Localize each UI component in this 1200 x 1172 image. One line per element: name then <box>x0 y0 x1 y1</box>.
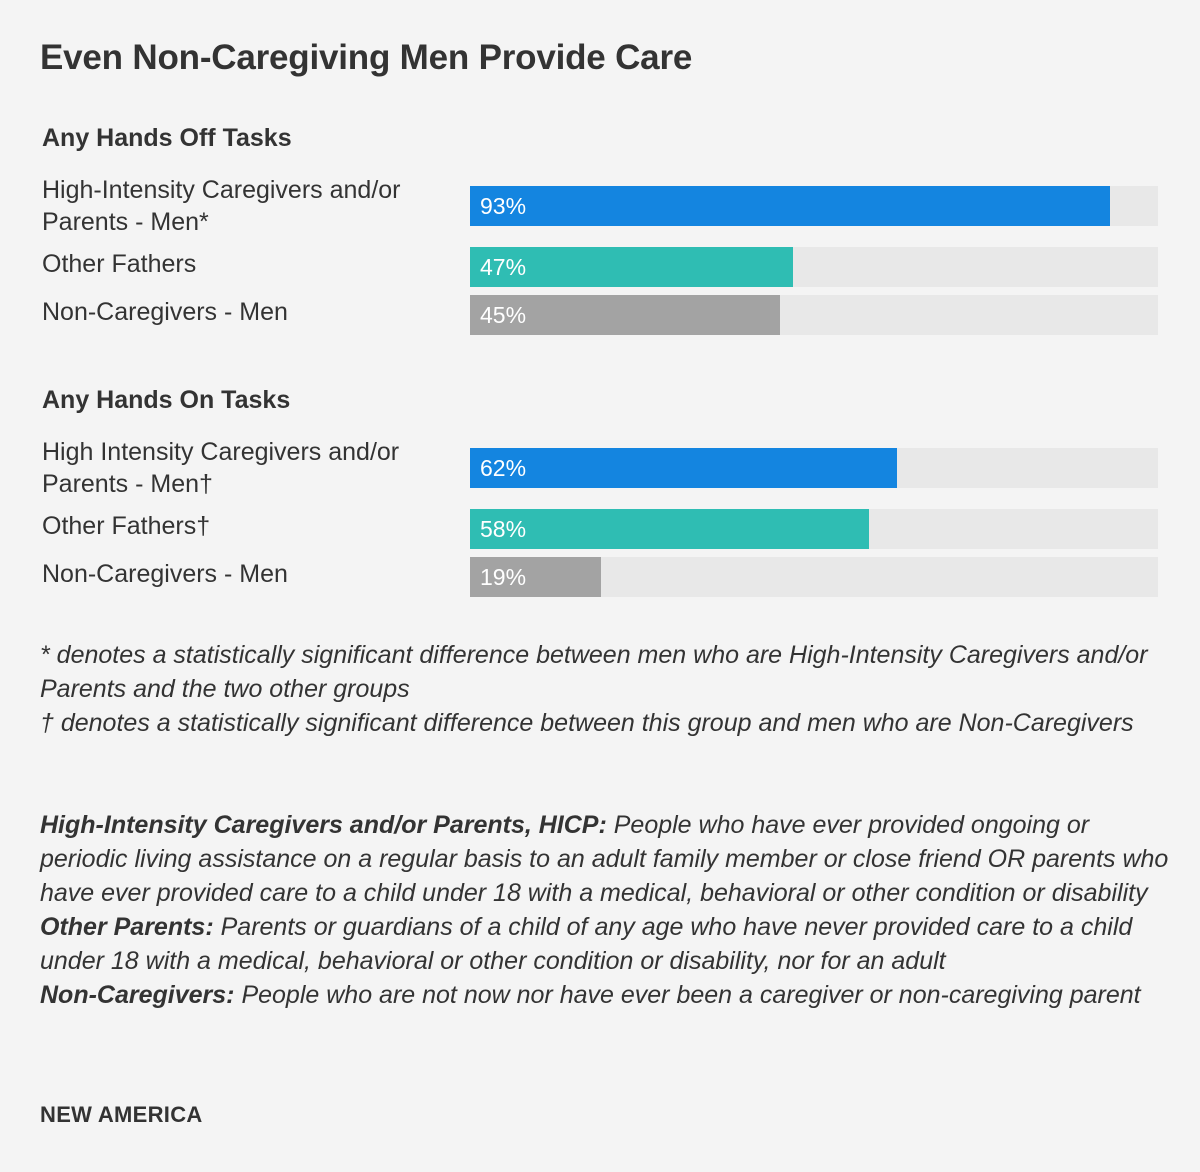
bar <box>470 295 780 335</box>
definition: High-Intensity Caregivers and/or Parents… <box>40 808 1170 910</box>
group-hands-off: Any Hands Off Tasks High-Intensity Careg… <box>42 124 1158 344</box>
group-title: Any Hands On Tasks <box>42 386 291 414</box>
bar-label: Non-Caregivers - Men <box>42 560 288 588</box>
bar-label: High-Intensity Caregivers and/or Parents… <box>42 176 401 236</box>
bar-value-label: 93% <box>480 193 527 219</box>
group-title: Any Hands Off Tasks <box>42 124 292 152</box>
footnotes: * denotes a statistically significant di… <box>40 638 1170 740</box>
bar-row: Other Fathers† 58% <box>42 509 1158 550</box>
definition-text: People who have ever provided ongoing or… <box>40 811 1169 907</box>
definition-text: Parents or guardians of a child of any a… <box>40 913 1133 975</box>
group-hands-on: Any Hands On Tasks High Intensity Caregi… <box>42 386 1158 606</box>
bar-track: 45% <box>470 295 1158 335</box>
definition: Non-Caregivers: People who are not now n… <box>40 978 1170 1012</box>
bar-track: 58% <box>470 509 1158 549</box>
definitions: High-Intensity Caregivers and/or Parents… <box>40 808 1170 1012</box>
bar <box>470 557 601 597</box>
bar-value-label: 19% <box>480 564 527 590</box>
chart-title: Even Non-Caregiving Men Provide Care <box>40 38 693 77</box>
bar-track: 47% <box>470 247 1158 287</box>
bar-track: 62% <box>470 448 1158 488</box>
bar-row: High Intensity Caregivers and/or Parents… <box>42 436 1158 500</box>
bar-track: 93% <box>470 186 1158 226</box>
bar-label: Other Fathers† <box>42 512 211 540</box>
definition-term: Non-Caregivers: <box>40 981 235 1009</box>
bar-label: High Intensity Caregivers and/or Parents… <box>42 438 400 498</box>
bar <box>470 448 897 488</box>
definition-text: People who are not now nor have ever bee… <box>234 981 1141 1009</box>
definition: Other Parents: Parents or guardians of a… <box>40 910 1170 978</box>
definition-term: Other Parents: <box>40 913 214 941</box>
bar-track: 19% <box>470 557 1158 597</box>
bar-label: Other Fathers <box>42 250 197 278</box>
bar-row: Non-Caregivers - Men 45% <box>42 295 1158 336</box>
bar-value-label: 45% <box>480 302 527 328</box>
bar-label: Non-Caregivers - Men <box>42 298 288 326</box>
definition-term: High-Intensity Caregivers and/or Parents… <box>40 811 607 839</box>
bar <box>470 509 870 549</box>
bar <box>470 186 1110 226</box>
source-credit: NEW AMERICA <box>40 1102 203 1127</box>
bar-value-label: 58% <box>480 516 527 542</box>
bar-value-label: 62% <box>480 455 527 481</box>
bar-value-label: 47% <box>480 254 527 280</box>
bar-row: Non-Caregivers - Men 19% <box>42 557 1158 598</box>
bar-row: High-Intensity Caregivers and/or Parents… <box>42 174 1158 238</box>
footnote: * denotes a statistically significant di… <box>40 641 1148 703</box>
bar-row: Other Fathers 47% <box>42 247 1158 288</box>
footnote: † denotes a statistically significant di… <box>40 709 1134 737</box>
bar <box>470 247 794 287</box>
